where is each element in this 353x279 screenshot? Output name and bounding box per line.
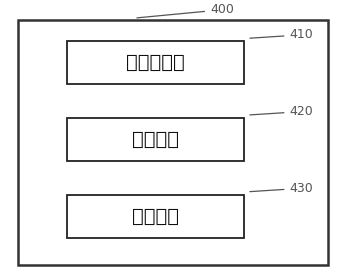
Bar <box>18 20 328 265</box>
Text: 410: 410 <box>250 28 313 41</box>
Text: 数据库模块: 数据库模块 <box>126 53 185 72</box>
Bar <box>67 41 244 84</box>
Bar <box>67 118 244 161</box>
Text: 曝光模块: 曝光模块 <box>132 207 179 226</box>
Text: 420: 420 <box>250 105 313 118</box>
Bar <box>67 195 244 238</box>
Text: 400: 400 <box>137 3 234 18</box>
Text: 430: 430 <box>250 182 313 195</box>
Text: 处理模块: 处理模块 <box>132 130 179 149</box>
